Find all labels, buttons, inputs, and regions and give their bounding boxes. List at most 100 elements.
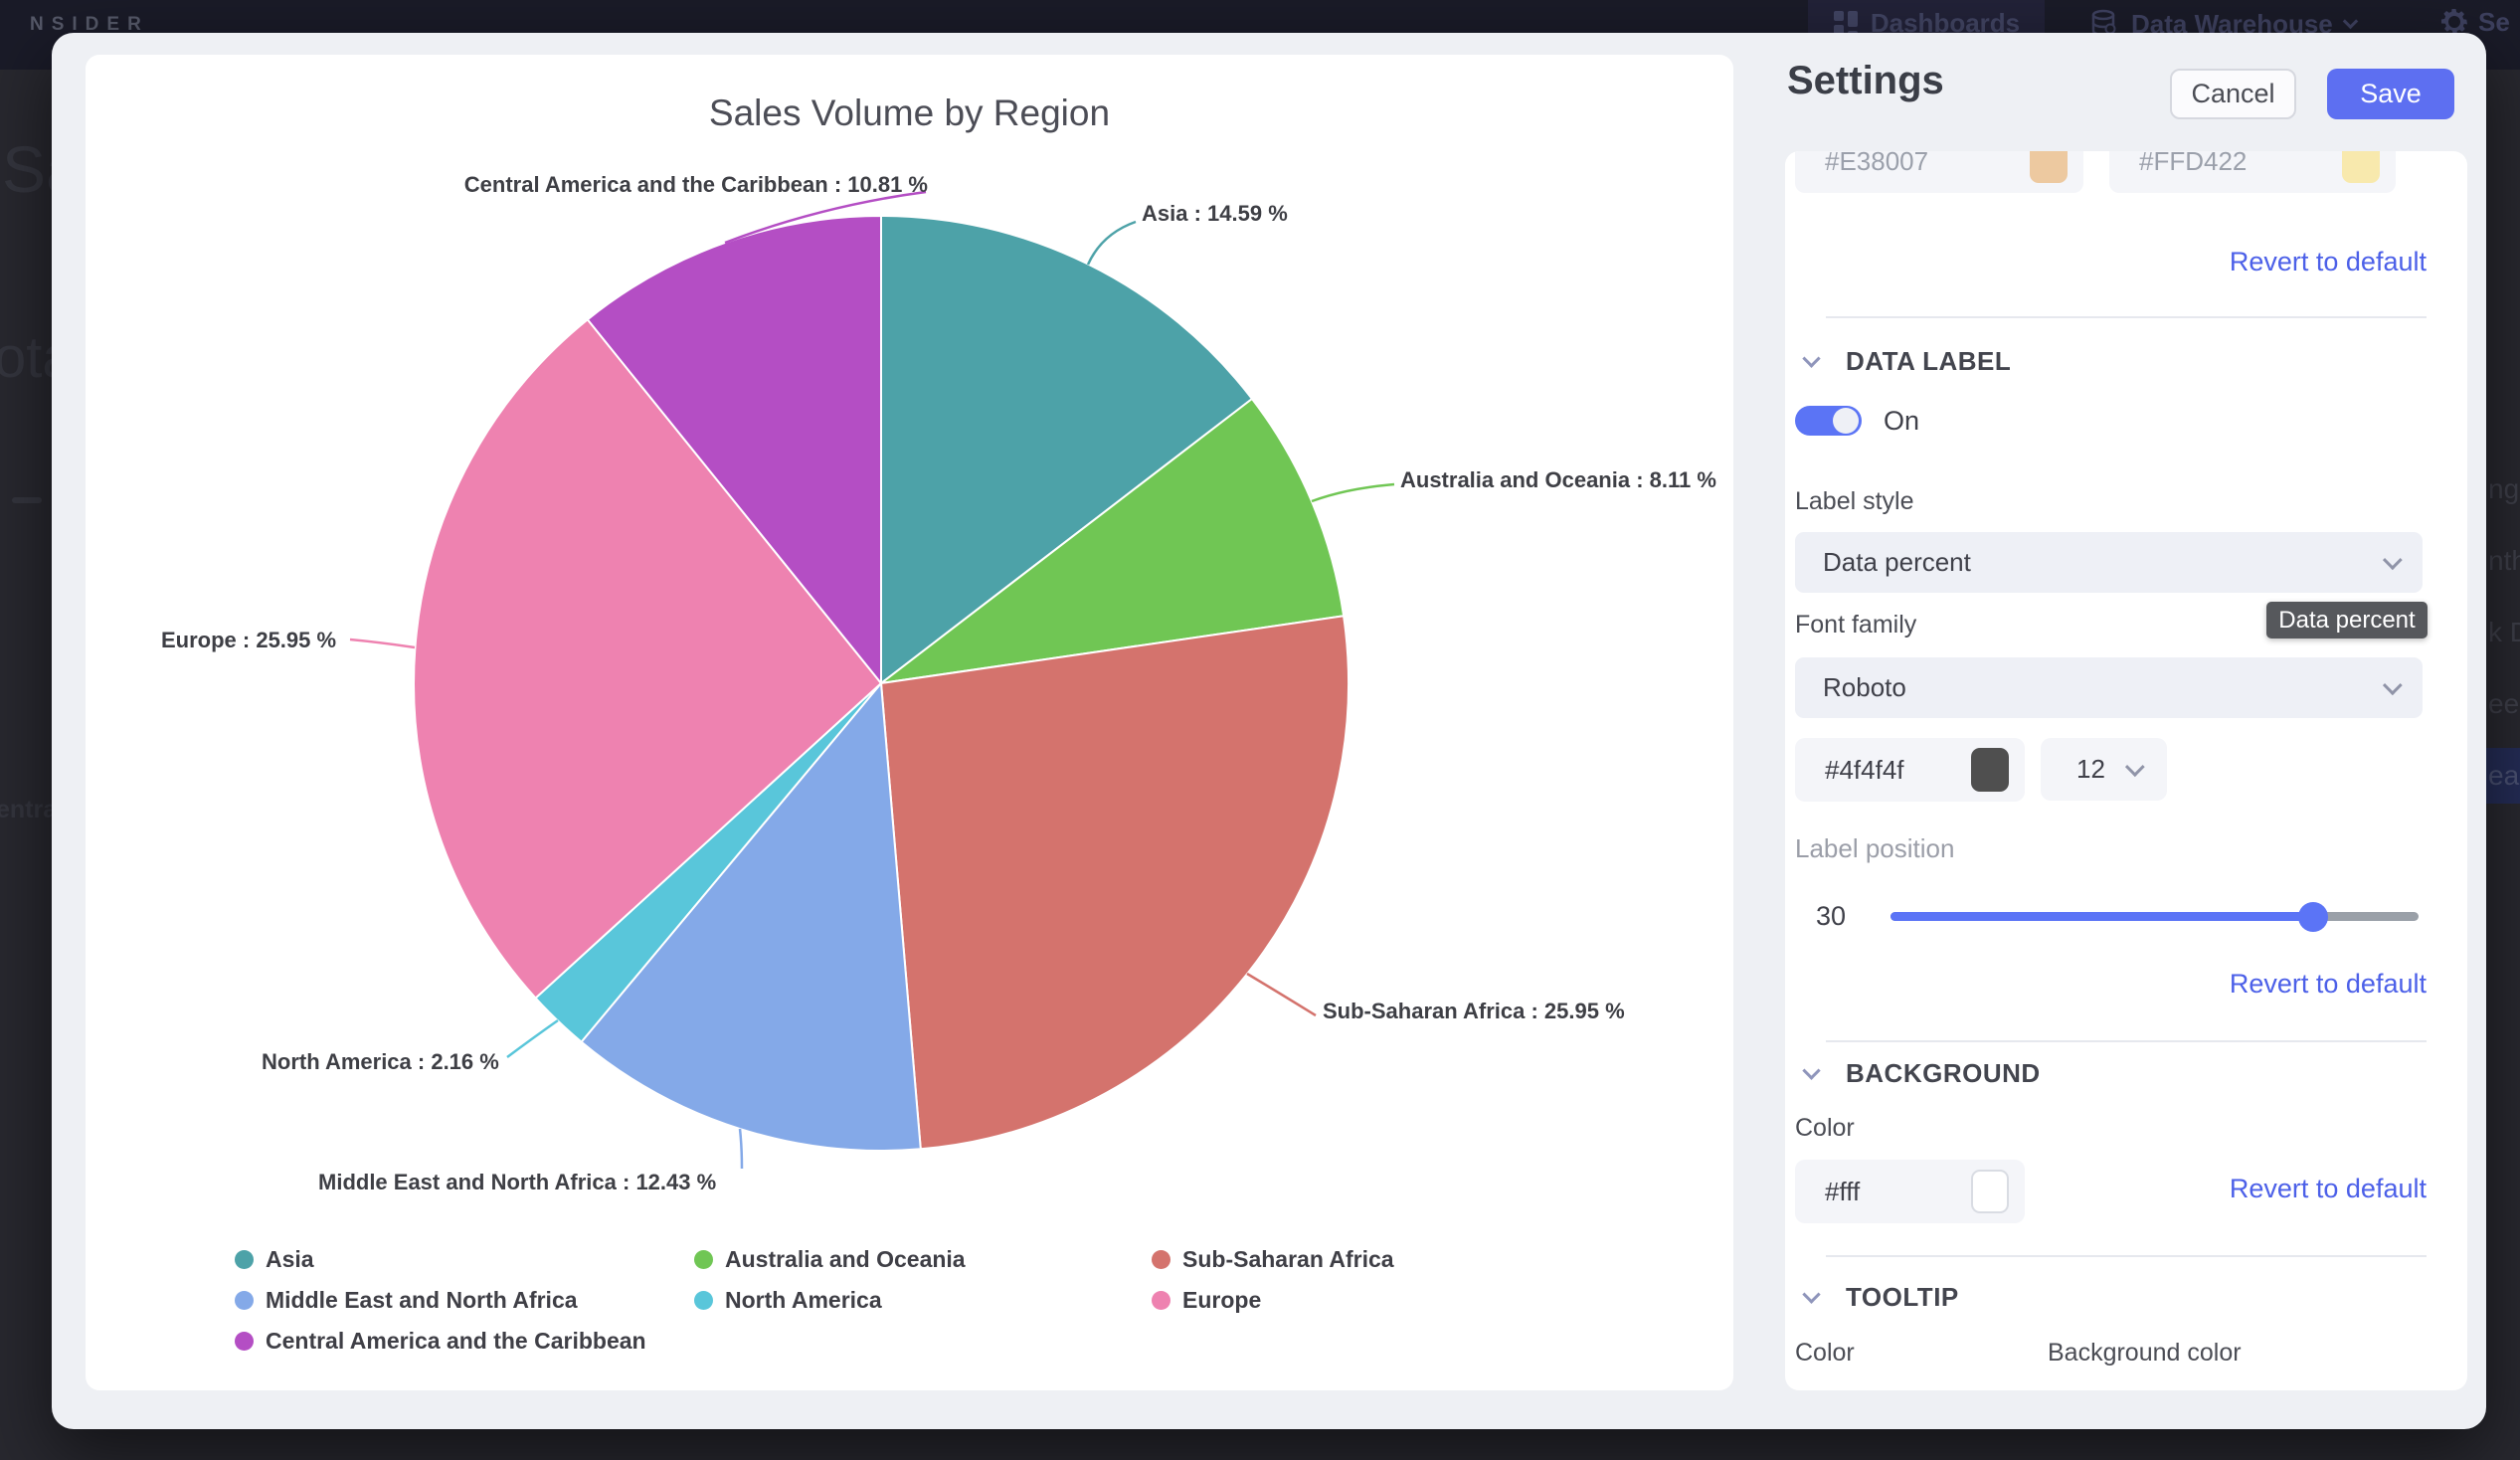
data-label-toggle[interactable] — [1795, 406, 1862, 436]
legend-dot — [235, 1332, 254, 1351]
tooltip-section-header[interactable]: TOOLTIP — [1802, 1282, 1959, 1313]
font-family-label: Font family — [1795, 611, 1917, 639]
cancel-button[interactable]: Cancel — [2170, 69, 2296, 119]
series-color-value-1: #E38007 — [1825, 151, 1929, 176]
label-leader-line — [724, 190, 927, 245]
divider — [1826, 1040, 2427, 1042]
app-logo: NSIDER — [30, 14, 149, 35]
font-size-value: 12 — [2076, 754, 2105, 784]
tooltip-section-title: TOOLTIP — [1846, 1282, 1959, 1312]
divider — [1826, 1255, 2427, 1257]
data-label-section-title: DATA LABEL — [1846, 346, 2012, 376]
background-color-value: #fff — [1825, 1176, 1861, 1206]
label-style-label: Label style — [1795, 487, 1914, 515]
chevron-down-icon — [1802, 1285, 1821, 1304]
nav-settings-button[interactable]: Se — [2438, 2, 2510, 42]
legend-label: Sub-Saharan Africa — [1182, 1246, 1394, 1272]
label-leader-line — [1086, 220, 1137, 266]
pie-data-label: Asia : 14.59 % — [1142, 201, 1288, 226]
font-color-value: #4f4f4f — [1825, 754, 1904, 785]
label-leader-line — [349, 638, 416, 649]
chart-legend: Asia Australia and Oceania Sub-Saharan Afr… — [235, 1246, 1394, 1355]
label-position-label: Label position — [1795, 833, 1955, 863]
label-style-tooltip: Data percent — [2266, 602, 2428, 639]
legend-item[interactable]: Europe — [1152, 1287, 1394, 1314]
pie-slice-australia-and-oceania[interactable] — [877, 397, 1346, 685]
tooltip-background-color-label: Background color — [2048, 1339, 2242, 1367]
background-menu-row: ear — [2484, 748, 2520, 804]
background-color-swatch[interactable] — [1971, 1170, 2009, 1213]
chevron-down-icon — [1802, 1061, 1821, 1080]
legend-item[interactable]: Middle East and North Africa — [235, 1287, 694, 1314]
pie-data-label: North America : 2.16 % — [262, 1049, 499, 1074]
revert-background-link[interactable]: Revert to default — [2229, 1174, 2427, 1203]
label-leader-line — [1311, 482, 1395, 503]
series-color-input-2[interactable]: #FFD422 — [2109, 151, 2396, 193]
divider — [1826, 316, 2427, 318]
toggle-knob — [1833, 408, 1859, 434]
series-color-value-2: #FFD422 — [2139, 151, 2248, 176]
gear-icon — [2438, 6, 2470, 38]
pie-data-label: Australia and Oceania : 8.11 % — [1400, 467, 1716, 492]
chart-settings-modal: Sales Volume by Region Asia : 14.59 % Aus… — [52, 33, 2486, 1429]
background-menu-row: k D — [2488, 617, 2520, 647]
legend-item[interactable]: Sub-Saharan Africa — [1152, 1246, 1394, 1273]
font-color-swatch[interactable] — [1971, 748, 2009, 792]
pie-slice-europe[interactable] — [413, 317, 883, 1000]
settings-panel-title: Settings — [1787, 59, 1944, 102]
legend-item[interactable]: North America — [694, 1287, 1152, 1314]
legend-item[interactable]: Asia — [235, 1246, 694, 1273]
legend-label: Europe — [1182, 1287, 1262, 1313]
pie-data-label: Sub-Saharan Africa : 25.95 % — [1323, 999, 1625, 1023]
slider-fill — [1890, 912, 2313, 921]
background-dash-fragment — [12, 497, 42, 503]
pie-slice-sub-saharan-africa[interactable] — [879, 615, 1350, 1151]
label-position-value: 30 — [1816, 901, 1847, 931]
label-style-dropdown[interactable]: Data percent — [1795, 532, 2423, 593]
slider-thumb[interactable] — [2297, 901, 2328, 932]
label-leader-line — [738, 1128, 744, 1170]
legend-dot — [1152, 1250, 1170, 1269]
legend-dot — [1152, 1291, 1170, 1310]
series-color-swatch-1[interactable] — [2030, 151, 2068, 183]
chevron-down-icon — [1802, 349, 1821, 368]
settings-card: #E38007 #FFD422 Revert to default DATA L… — [1785, 151, 2467, 1390]
legend-label: Australia and Oceania — [725, 1246, 966, 1272]
background-color-input[interactable]: #fff — [1795, 1160, 2025, 1223]
legend-label: North America — [725, 1287, 882, 1313]
font-size-select[interactable]: 12 — [2041, 738, 2167, 801]
pie-chart[interactable] — [86, 55, 1733, 1390]
chevron-down-icon — [2124, 756, 2145, 777]
label-leader-line — [1246, 972, 1317, 1017]
nav-dashboards-label: Dashboards — [1870, 7, 2021, 38]
legend-label: Central America and the Caribbean — [266, 1328, 646, 1354]
data-label-toggle-state: On — [1884, 406, 1920, 436]
series-color-swatch-2[interactable] — [2342, 151, 2380, 183]
legend-dot — [694, 1250, 713, 1269]
legend-item[interactable]: Australia and Oceania — [694, 1246, 1152, 1273]
label-leader-line — [506, 1018, 559, 1059]
chevron-down-icon — [2382, 549, 2403, 570]
pie-data-label: Central America and the Caribbean : 10.8… — [463, 172, 928, 197]
chart-title: Sales Volume by Region — [708, 92, 1111, 133]
nav-settings-label: Se — [2478, 6, 2510, 37]
background-section-title: BACKGROUND — [1846, 1058, 2041, 1088]
font-family-dropdown[interactable]: Roboto — [1795, 657, 2423, 718]
background-menu-row: nth — [2488, 545, 2520, 576]
revert-data-label-link[interactable]: Revert to default — [2229, 969, 2427, 999]
series-color-input-1[interactable]: #E38007 — [1795, 151, 2083, 193]
background-color-label: Color — [1795, 1114, 1855, 1142]
legend-item[interactable]: Central America and the Caribbean — [235, 1328, 694, 1355]
font-color-input[interactable]: #4f4f4f — [1795, 738, 2025, 802]
label-style-value: Data percent — [1823, 547, 1971, 577]
chart-card: Sales Volume by Region Asia : 14.59 % Aus… — [86, 55, 1733, 1390]
legend-dot — [694, 1291, 713, 1310]
background-section-header[interactable]: BACKGROUND — [1802, 1058, 2041, 1089]
data-label-section-header[interactable]: DATA LABEL — [1802, 346, 2012, 377]
legend-label: Asia — [266, 1246, 314, 1272]
chevron-down-icon — [2382, 674, 2403, 695]
background-menu-row: eek — [2488, 688, 2520, 719]
save-button[interactable]: Save — [2327, 69, 2454, 119]
revert-series-colors-link[interactable]: Revert to default — [2229, 247, 2427, 276]
label-position-slider[interactable] — [1890, 901, 2419, 932]
